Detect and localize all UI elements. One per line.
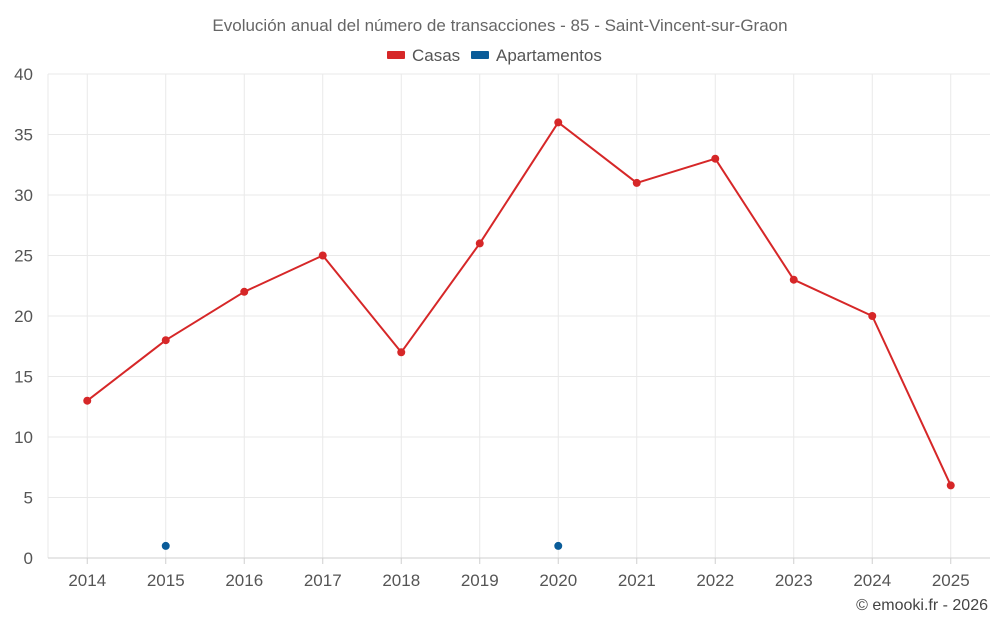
legend-swatch-apartamentos	[471, 51, 489, 59]
data-point-casas-2023[interactable]	[789, 275, 798, 284]
data-point-casas-2014[interactable]	[83, 396, 92, 405]
x-tick-label: 2022	[696, 571, 734, 590]
x-tick-label: 2019	[461, 571, 499, 590]
series-apartamentos	[161, 541, 563, 550]
y-tick-label: 5	[24, 489, 33, 508]
data-point-apartamentos-2015[interactable]	[161, 541, 170, 550]
data-point-casas-2022[interactable]	[711, 154, 720, 163]
y-tick-label: 0	[24, 549, 33, 568]
x-tick-label: 2023	[775, 571, 813, 590]
data-point-casas-2021[interactable]	[632, 178, 641, 187]
data-point-casas-2019[interactable]	[475, 239, 484, 248]
grid	[48, 73, 990, 558]
x-tick-label: 2017	[304, 571, 342, 590]
x-tick-label: 2020	[539, 571, 577, 590]
legend-item-casas[interactable]: Casas	[387, 46, 460, 65]
data-point-casas-2018[interactable]	[397, 348, 406, 357]
x-tick-label: 2014	[68, 571, 106, 590]
x-tick-label: 2021	[618, 571, 656, 590]
x-tick-label: 2018	[382, 571, 420, 590]
x-tick-label: 2025	[932, 571, 970, 590]
legend-label-casas: Casas	[412, 46, 460, 65]
y-tick-label: 40	[14, 65, 33, 84]
legend: Casas Apartamentos	[387, 46, 602, 65]
data-point-casas-2016[interactable]	[240, 287, 249, 296]
data-point-casas-2025[interactable]	[946, 481, 955, 490]
credit-text: © emooki.fr - 2026	[856, 597, 988, 614]
y-tick-label: 25	[14, 247, 33, 266]
series	[83, 118, 955, 550]
chart-title: Evolución anual del número de transaccio…	[212, 16, 787, 35]
x-tick-label: 2016	[225, 571, 263, 590]
y-tick-label: 10	[14, 428, 33, 447]
data-point-casas-2015[interactable]	[161, 336, 170, 345]
legend-swatch-casas	[387, 51, 405, 59]
legend-label-apartamentos: Apartamentos	[496, 46, 602, 65]
y-tick-label: 15	[14, 368, 33, 387]
data-point-apartamentos-2020[interactable]	[554, 541, 563, 550]
data-point-casas-2020[interactable]	[554, 118, 563, 127]
y-tick-label: 35	[14, 126, 33, 145]
y-tick-label: 30	[14, 186, 33, 205]
data-point-casas-2017[interactable]	[318, 251, 327, 260]
y-tick-label: 20	[14, 307, 33, 326]
data-point-casas-2024[interactable]	[868, 312, 877, 320]
x-tick-label: 2015	[147, 571, 185, 590]
series-line-casas	[86, 121, 952, 486]
series-casas	[83, 118, 955, 490]
x-tick-label: 2024	[853, 571, 891, 590]
legend-item-apartamentos[interactable]: Apartamentos	[471, 46, 602, 65]
